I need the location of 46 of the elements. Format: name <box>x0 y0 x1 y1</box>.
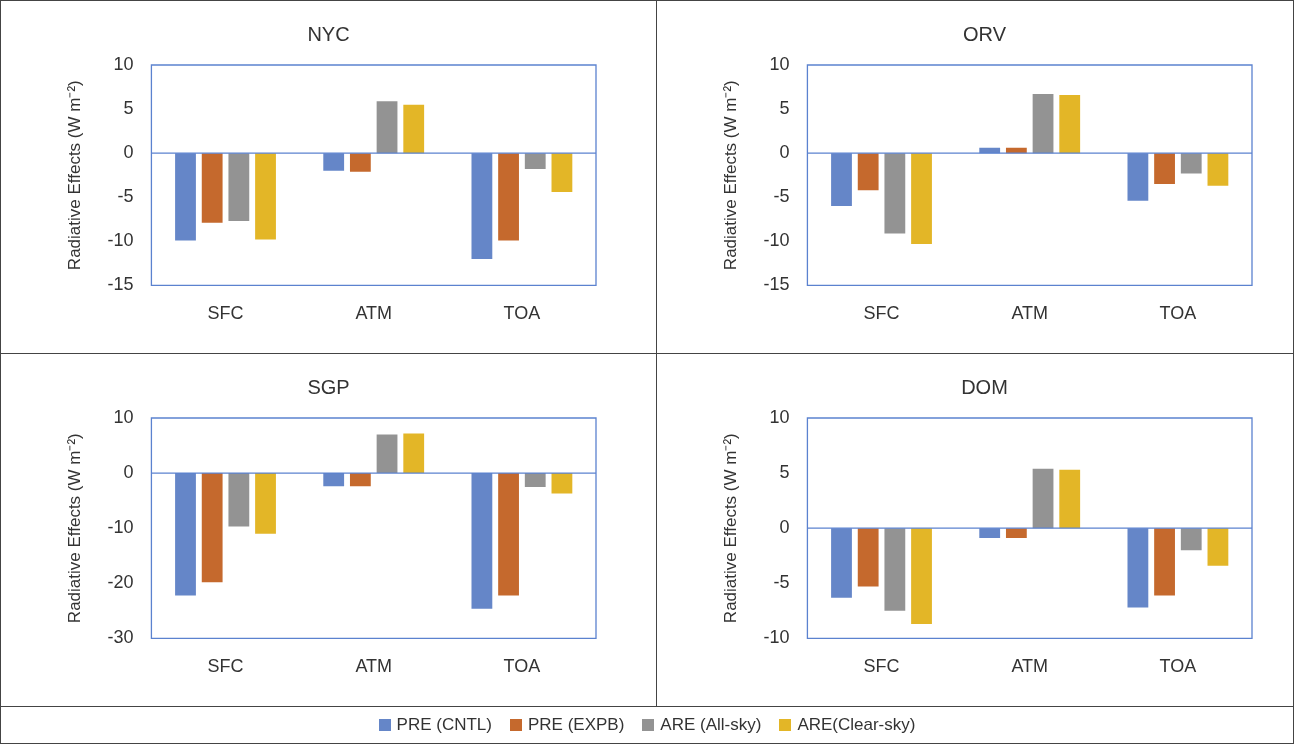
x-tick-label: ATM <box>1011 656 1049 677</box>
chart-title: ORV <box>963 22 1007 45</box>
y-tick-label: 10 <box>769 406 790 427</box>
y-tick-label: 5 <box>123 98 134 119</box>
y-tick-label: 0 <box>123 462 134 483</box>
y-tick-label: -30 <box>107 627 134 648</box>
y-tick-label: 5 <box>779 98 790 119</box>
y-axis-title: Radiative Effects (W m⁻²) <box>64 433 84 624</box>
x-tick-label: TOA <box>1159 656 1197 677</box>
y-axis-title: Radiative Effects (W m⁻²) <box>720 433 740 624</box>
y-tick-label: 5 <box>779 462 790 483</box>
x-tick-label: TOA <box>503 656 541 677</box>
legend-label: PRE (CNTL) <box>396 715 492 735</box>
x-tick-label: ATM <box>355 656 393 677</box>
y-tick-label: -15 <box>763 274 790 295</box>
y-axis-title: Radiative Effects (W m⁻²) <box>720 80 740 271</box>
y-tick-label: 10 <box>113 406 134 427</box>
y-tick-label: -10 <box>107 517 134 538</box>
y-tick-label: 0 <box>779 517 790 538</box>
y-tick-label: 0 <box>779 142 790 163</box>
y-tick-label: -15 <box>107 274 134 295</box>
y-tick-label: -20 <box>107 572 134 593</box>
x-tick-label: ATM <box>355 303 393 324</box>
legend-label: ARE (All-sky) <box>660 715 762 735</box>
y-tick-label: -5 <box>773 572 790 593</box>
y-axis-title: Radiative Effects (W m⁻²) <box>64 80 84 271</box>
y-tick-label: -10 <box>763 230 790 251</box>
y-tick-label: 0 <box>123 142 134 163</box>
x-tick-label: SFC <box>863 656 900 677</box>
y-tick-label: -10 <box>763 627 790 648</box>
x-tick-label: TOA <box>1159 303 1197 324</box>
y-tick-label: -10 <box>107 230 134 251</box>
y-tick-label: 10 <box>113 53 134 74</box>
legend-label: ARE(Clear-sky) <box>797 715 916 735</box>
y-tick-label: -5 <box>117 186 134 207</box>
x-tick-label: SFC <box>207 303 244 324</box>
x-tick-label: TOA <box>503 303 541 324</box>
legend-label: PRE (EXPB) <box>527 715 625 735</box>
x-tick-label: SFC <box>207 656 244 677</box>
x-tick-label: SFC <box>863 303 900 324</box>
y-tick-label: -5 <box>773 186 790 207</box>
chart-title: SGP <box>307 375 350 398</box>
x-tick-label: ATM <box>1011 303 1049 324</box>
chart-title: DOM <box>961 375 1008 398</box>
y-tick-label: 10 <box>769 53 790 74</box>
chart-title: NYC <box>307 22 350 45</box>
